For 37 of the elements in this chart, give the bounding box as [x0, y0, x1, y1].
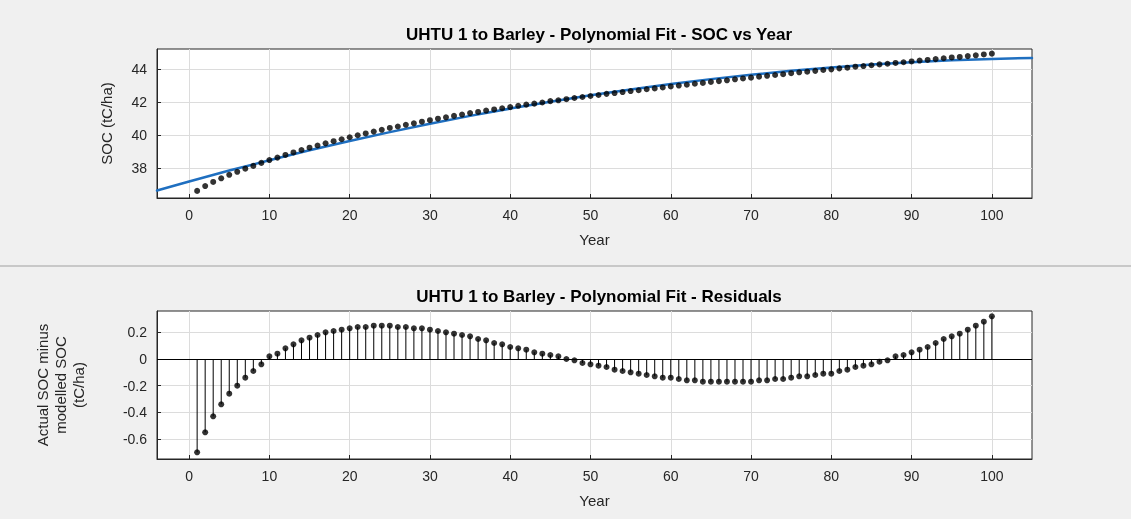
x-tick-label: 30 [422, 207, 438, 223]
x-tick-label: 70 [743, 468, 760, 484]
y-tick-label: 0 [139, 351, 148, 367]
x-tick-label: 40 [502, 207, 519, 223]
x-tick-label: 10 [261, 468, 278, 484]
x-tick-label: 50 [582, 468, 599, 484]
x-tick-label: 70 [743, 207, 760, 223]
x-axis-title: Year [579, 491, 610, 509]
y-tick-label: -0.4 [122, 404, 148, 421]
x-tick-label: 80 [823, 468, 840, 484]
x-tick-label: 0 [185, 468, 194, 484]
y-tick-label: 42 [131, 93, 148, 110]
chart-title: UHTU 1 to Barley - Polynomial Fit - SOC vs Year [405, 25, 793, 44]
x-tick-label: 30 [422, 468, 438, 484]
x-tick-label: 90 [903, 468, 920, 484]
x-tick-label: 50 [582, 207, 599, 223]
x-tick-label: 100 [980, 468, 1004, 484]
x-tick-label: 90 [903, 207, 920, 223]
x-tick-label: 100 [980, 207, 1004, 223]
y-tick-label: -0.6 [122, 431, 148, 447]
x-axis-title: Year [579, 230, 610, 248]
x-tick-label: 10 [261, 207, 278, 223]
y-axis-title: SOC (tC/ha) [97, 82, 115, 165]
x-tick-label: 20 [341, 468, 358, 484]
y-axis-title: Actual SOC minus modelled SOC (tC/ha) [33, 323, 87, 447]
x-tick-label: 20 [341, 207, 358, 223]
x-tick-label: 80 [823, 207, 840, 223]
y-tick-label: 0.2 [127, 324, 148, 341]
x-tick-label: 40 [502, 468, 519, 484]
y-tick-label: -0.2 [122, 377, 148, 394]
x-tick-label: 60 [662, 468, 679, 484]
x-tick-label: 0 [185, 207, 194, 223]
chart-title: UHTU 1 to Barley - Polynomial Fit - Residuals [416, 287, 782, 306]
y-tick-label: 44 [131, 60, 148, 77]
x-tick-label: 60 [662, 207, 679, 223]
y-tick-label: 38 [131, 160, 148, 177]
y-tick-label: 40 [131, 127, 148, 144]
